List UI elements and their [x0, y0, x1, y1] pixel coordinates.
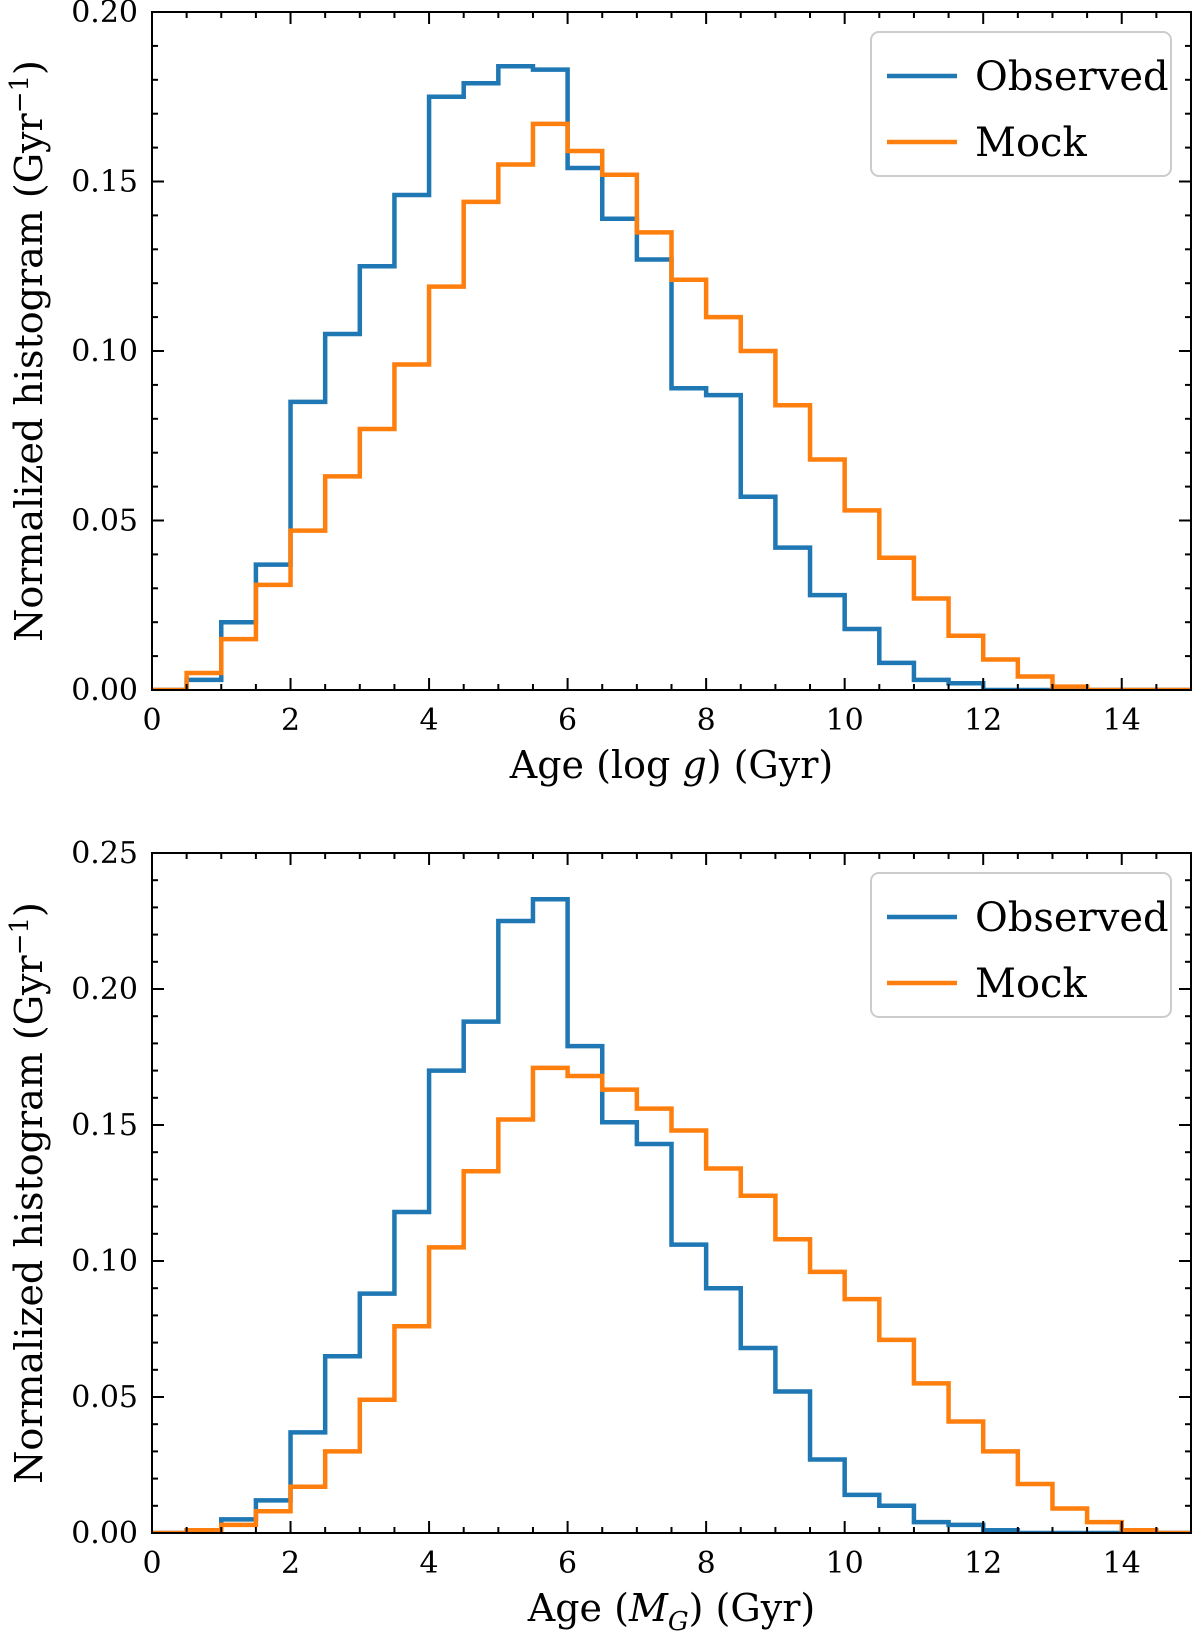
y-tick-label: 0.15 — [71, 1108, 138, 1143]
x-tick-label: 0 — [142, 1546, 161, 1581]
x-tick-label: 4 — [420, 703, 439, 738]
x-axis-label-suffix: ) (Gyr) — [689, 1586, 816, 1630]
y-tick-label: 0.15 — [71, 165, 138, 200]
x-axis-label-prefix: Age ( — [527, 1586, 629, 1630]
legend: Observed Mock — [870, 31, 1172, 177]
y-axis-label: Normalized histogram (Gyr−1) — [5, 902, 51, 1484]
y-tick-label: 0.10 — [71, 334, 138, 369]
x-tick-label: 8 — [697, 1546, 716, 1581]
x-tick-label: 10 — [826, 1546, 864, 1581]
histogram-series-mock — [152, 1065, 1191, 1533]
chart-panel-2: 0 2 4 6 8 10 12 14 0.00 0.05 0.10 0.15 0.20 0.25 Age (… — [5, 836, 1192, 1637]
y-tick-label: 0.00 — [71, 673, 138, 708]
x-tick-label: 2 — [281, 703, 300, 738]
y-tick-label: 0.05 — [71, 1380, 138, 1415]
x-tick-label: 12 — [964, 1546, 1002, 1581]
x-axis-label-suffix: ) (Gyr) — [707, 743, 834, 787]
y-tick-label: 0.20 — [71, 0, 138, 30]
x-tick-label: 6 — [558, 1546, 577, 1581]
legend-label-observed: Observed — [975, 895, 1169, 941]
y-tick-label: 0.05 — [71, 504, 138, 539]
x-axis-label: Age (log g) (Gyr) — [509, 743, 833, 787]
y-axis-label: Normalized histogram (Gyr−1) — [5, 60, 51, 642]
histogram-series-mock — [152, 121, 1191, 690]
x-tick-label: 0 — [142, 703, 161, 738]
y-axis-label-close: ) — [7, 60, 51, 75]
y-axis-label-main: Normalized histogram (Gyr — [7, 112, 51, 641]
y-axis-label-superscript: −1 — [5, 917, 35, 955]
x-tick-label: 8 — [697, 703, 716, 738]
legend-label-observed: Observed — [975, 54, 1169, 100]
y-axis-label-superscript: −1 — [5, 75, 35, 113]
x-axis-label: Age (MG) (Gyr) — [527, 1586, 815, 1637]
x-axis-label-prefix: Age (log — [509, 743, 683, 787]
y-axis-label-main: Normalized histogram (Gyr — [7, 954, 51, 1483]
y-tick-label: 0.00 — [71, 1516, 138, 1551]
x-tick-label: 14 — [1103, 703, 1141, 738]
x-tick-label: 4 — [420, 1546, 439, 1581]
x-tick-label: 6 — [558, 703, 577, 738]
y-tick-label: 0.10 — [71, 1244, 138, 1279]
x-tick-label: 12 — [964, 703, 1002, 738]
x-tick-label: 2 — [281, 1546, 300, 1581]
x-tick-label: 10 — [826, 703, 864, 738]
legend-label-mock: Mock — [975, 120, 1087, 166]
chart-panel-1: 0 2 4 6 8 10 12 14 0.00 0.05 0.10 0.15 0.20 Age (log … — [5, 0, 1192, 787]
y-axis-label-close: ) — [7, 902, 51, 917]
legend: Observed Mock — [870, 872, 1172, 1018]
x-axis-label-subscript: G — [668, 1607, 689, 1637]
x-axis-label-symbol: g — [682, 743, 706, 787]
y-tick-label: 0.25 — [71, 836, 138, 871]
y-tick-label: 0.20 — [71, 972, 138, 1007]
legend-label-mock: Mock — [975, 961, 1087, 1007]
x-tick-label: 14 — [1103, 1546, 1141, 1581]
histogram-series-observed — [152, 896, 1191, 1533]
x-axis-label-symbol: M — [628, 1586, 669, 1630]
